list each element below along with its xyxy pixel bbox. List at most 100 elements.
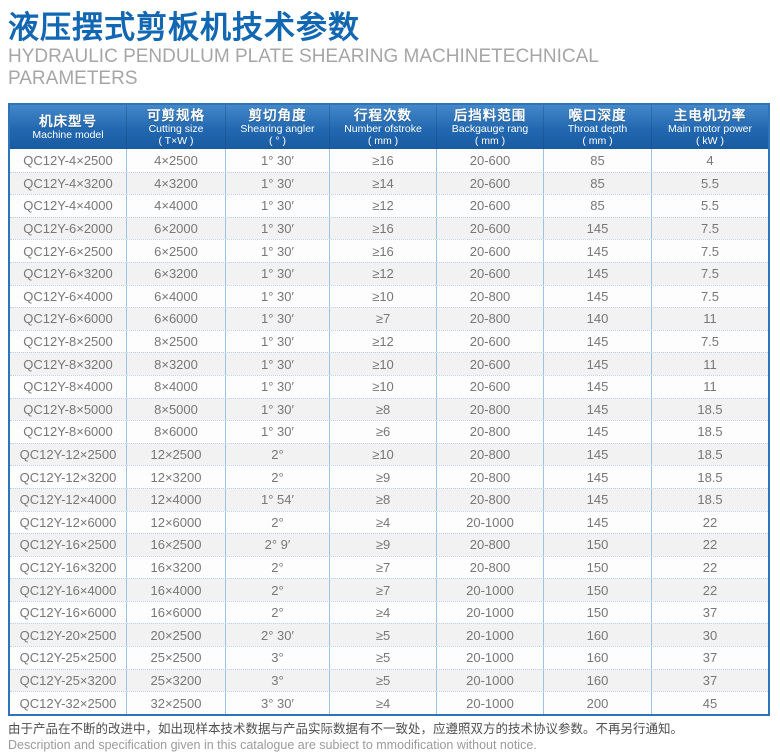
cell-model: QC12Y-25×3200 [10, 669, 127, 692]
cell-backgauge-range: 20-600 [437, 217, 544, 240]
cell-model: QC12Y-16×6000 [10, 601, 127, 624]
cell-model: QC12Y-4×3200 [10, 172, 127, 195]
cell-model: QC12Y-8×3200 [10, 353, 127, 375]
cell-motor-power: 18.5 [697, 424, 723, 440]
column-header-en: Cutting size [148, 122, 204, 135]
cell-motor-power: 18.5 [697, 469, 723, 485]
cell-cutting-size: 12×4000 [127, 488, 226, 511]
cell-stroke-number: ≥14 [330, 172, 437, 195]
cell-cutting-size: 25×3200 [127, 669, 226, 692]
column-header-en: Shearing angler [240, 122, 315, 135]
cell-model: QC12Y-12×6000 [10, 511, 127, 534]
cell-model: QC12Y-12×4000 [10, 488, 127, 511]
column-header-cn: 后挡料范围 [453, 107, 527, 123]
table-row: QC12Y-25×3200 25×3200 3° ≥5 20-1000 160 37 [10, 668, 768, 692]
table-header-row: 机床型号 Machine model 可剪规格 Cutting size( T×W )… [10, 105, 768, 149]
cell-backgauge-range: 20-1000 [437, 669, 544, 692]
cell-cutting-size: 32×2500 [127, 692, 226, 714]
cell-motor-power: 18.5 [697, 492, 723, 508]
table-row: QC12Y-12×4000 12×4000 1° 54′ ≥8 20-800 145 18.… [10, 487, 768, 511]
cell-throat-depth: 145 [544, 443, 652, 466]
cell-motor-power: 18.5 [697, 401, 723, 417]
column-header-model: 机床型号 Machine model [10, 105, 127, 149]
cell-stroke-number: ≥16 [330, 217, 437, 240]
cell-model: QC12Y-8×4000 [10, 375, 127, 398]
cell-cutting-size: 6×2500 [127, 240, 226, 262]
cell-stroke-number: ≥9 [330, 466, 437, 488]
cell-stroke-number: ≥16 [330, 240, 437, 262]
cell-shearing-angle: 1° 30′ [226, 240, 330, 262]
cell-shearing-angle: 1° 30′ [226, 195, 330, 217]
column-header-cn: 喉口深度 [568, 107, 627, 123]
cell-shearing-angle: 2° 30′ [226, 624, 330, 647]
table-row: QC12Y-4×2500 4×2500 1° 30′ ≥16 20-600 85 4 [10, 149, 768, 172]
cell-shearing-angle: 2° [226, 443, 330, 466]
table-row: QC12Y-6×4000 6×4000 1° 30′ ≥10 20-800 145 7.5 [10, 284, 768, 308]
cell-model: QC12Y-32×2500 [10, 692, 127, 714]
cell-shearing-angle: 1° 30′ [226, 149, 330, 172]
table-row: QC12Y-32×2500 32×2500 3° 30′ ≥4 20-1000 200 45 [10, 691, 768, 714]
cell-throat-depth: 145 [544, 398, 652, 421]
cell-stroke-number: ≥8 [330, 398, 437, 421]
column-header-cn: 主电机功率 [673, 107, 747, 123]
cell-stroke-number: ≥7 [330, 308, 437, 330]
cell-stroke-number: ≥5 [330, 647, 437, 669]
cell-throat-depth: 145 [544, 466, 652, 488]
cell-cutting-size: 8×3200 [127, 353, 226, 375]
cell-throat-depth: 145 [544, 240, 652, 262]
cell-motor-power: 18.5 [697, 447, 723, 463]
cell-backgauge-range: 20-600 [437, 240, 544, 262]
cell-stroke-number: ≥16 [330, 149, 437, 172]
cell-model: QC12Y-12×2500 [10, 443, 127, 466]
cell-backgauge-range: 20-800 [437, 466, 544, 488]
cell-cutting-size: 8×2500 [127, 330, 226, 353]
cell-stroke-number: ≥4 [330, 511, 437, 534]
cell-shearing-angle: 2° 9′ [226, 534, 330, 556]
table-row: QC12Y-25×2500 25×2500 3° ≥5 20-1000 160 37 [10, 646, 768, 669]
cell-shearing-angle: 3° 30′ [226, 692, 330, 714]
cell-model: QC12Y-4×2500 [10, 149, 127, 172]
cell-cutting-size: 16×2500 [127, 534, 226, 556]
cell-backgauge-range: 20-600 [437, 330, 544, 353]
cell-throat-depth: 150 [544, 556, 652, 579]
cell-shearing-angle: 1° 30′ [226, 398, 330, 421]
column-header-cn: 可剪规格 [147, 107, 205, 123]
cell-cutting-size: 6×3200 [127, 262, 226, 285]
footer-note-en: Description and specification given in t… [8, 738, 537, 752]
cell-stroke-number: ≥4 [330, 692, 437, 714]
cell-shearing-angle: 1° 30′ [226, 421, 330, 443]
page-subtitle-line1: HYDRAULIC PENDULUM PLATE SHEARING MACHIN… [8, 46, 599, 67]
cell-backgauge-range: 20-800 [437, 556, 544, 579]
cell-cutting-size: 12×3200 [127, 466, 226, 488]
cell-stroke-number: ≥12 [330, 330, 437, 353]
table-row: QC12Y-8×2500 8×2500 1° 30′ ≥12 20-600 145 7.5 [10, 329, 768, 353]
cell-throat-depth: 145 [544, 285, 652, 308]
cell-backgauge-range: 20-600 [437, 353, 544, 375]
cell-cutting-size: 16×4000 [127, 579, 226, 601]
cell-shearing-angle: 1° 30′ [226, 285, 330, 308]
column-header-cn: 行程次数 [354, 107, 412, 123]
cell-motor-power: 7.5 [700, 221, 720, 237]
cell-cutting-size: 6×6000 [127, 308, 226, 330]
cell-stroke-number: ≥8 [330, 488, 437, 511]
cell-model: QC12Y-6×4000 [10, 285, 127, 308]
table-row: QC12Y-4×3200 4×3200 1° 30′ ≥14 20-600 85 5.5 [10, 171, 768, 195]
cell-shearing-angle: 2° [226, 511, 330, 534]
cell-cutting-size: 12×6000 [127, 511, 226, 534]
cell-cutting-size: 8×6000 [127, 421, 226, 443]
cell-backgauge-range: 20-1000 [437, 647, 544, 669]
cell-backgauge-range: 20-600 [437, 375, 544, 398]
table-body: QC12Y-4×2500 4×2500 1° 30′ ≥16 20-600 85 4 QC12… [10, 149, 768, 714]
cell-cutting-size: 16×6000 [127, 601, 226, 624]
cell-backgauge-range: 20-800 [437, 443, 544, 466]
table-row: QC12Y-8×3200 8×3200 1° 30′ ≥10 20-600 145 11 [10, 352, 768, 375]
table-row: QC12Y-16×2500 16×2500 2° 9′ ≥9 20-800 150 22 [10, 533, 768, 556]
cell-stroke-number: ≥4 [330, 601, 437, 624]
cell-model: QC12Y-16×3200 [10, 556, 127, 579]
cell-model: QC12Y-8×5000 [10, 398, 127, 421]
table-row: QC12Y-16×6000 16×6000 2° ≥4 20-1000 150 37 [10, 600, 768, 624]
cell-cutting-size: 8×4000 [127, 375, 226, 398]
cell-backgauge-range: 20-800 [437, 534, 544, 556]
cell-model: QC12Y-8×6000 [10, 421, 127, 443]
cell-stroke-number: ≥10 [330, 375, 437, 398]
